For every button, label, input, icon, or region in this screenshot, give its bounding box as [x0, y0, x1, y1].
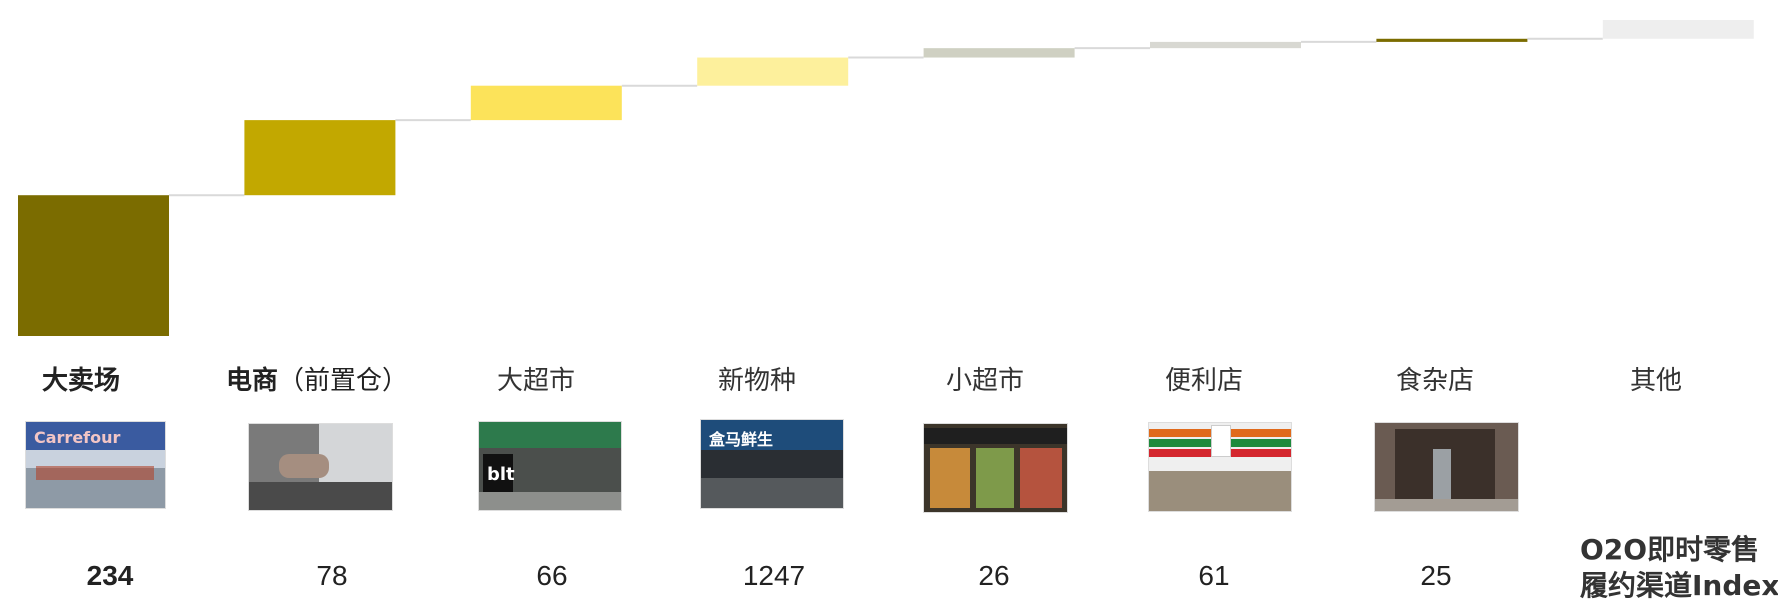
bar-small-supermarket	[923, 48, 1075, 58]
index-value-ecommerce: 78	[316, 560, 348, 591]
shelves-icon	[923, 423, 1068, 513]
category-label-small-supermarket: 小超市	[946, 366, 1025, 396]
bar-ecommerce	[244, 120, 396, 196]
index-title-line-1: O2O即时零售	[1580, 533, 1760, 566]
index-value-supermarket: 66	[536, 560, 568, 591]
bar-other	[1602, 20, 1754, 39]
bar-new-retail	[697, 57, 849, 86]
category-label-supermarket: 大超市	[497, 366, 576, 396]
category-label-other: 其他	[1630, 366, 1683, 396]
index-value-new-retail: 1247	[742, 560, 806, 591]
bhg-store-icon: blt	[478, 421, 622, 511]
hema-store-icon: 盒马鲜生	[700, 419, 844, 509]
index-title-line-2: 履约渠道Index	[1580, 569, 1778, 602]
bar-convenience	[1150, 41, 1301, 49]
category-label-convenience: 便利店	[1165, 366, 1244, 396]
grocery-shop-icon	[1374, 422, 1519, 512]
index-value-small-supermarket: 26	[978, 560, 1010, 591]
bar-grocery	[1376, 38, 1528, 42]
index-title: O2O即时零售 履约渠道Index	[1580, 532, 1778, 604]
category-label-grocery: 食杂店	[1396, 366, 1475, 396]
bar-hypermarket	[18, 195, 169, 336]
category-label-new-retail: 新物种	[718, 366, 797, 396]
category-sub-label-ecommerce: （前置仓）	[278, 366, 409, 396]
index-value-convenience: 61	[1198, 560, 1230, 591]
index-value-grocery: 25	[1420, 560, 1452, 591]
seven-eleven-icon	[1148, 422, 1292, 512]
category-label-ecommerce: 电商（前置仓）	[226, 366, 409, 396]
category-label-hypermarket: 大卖场	[42, 366, 121, 396]
carrefour-store-icon: Carrefour	[25, 421, 166, 509]
bar-supermarket	[470, 85, 622, 121]
laptop-icon	[248, 423, 393, 511]
index-value-hypermarket: 234	[86, 560, 134, 591]
